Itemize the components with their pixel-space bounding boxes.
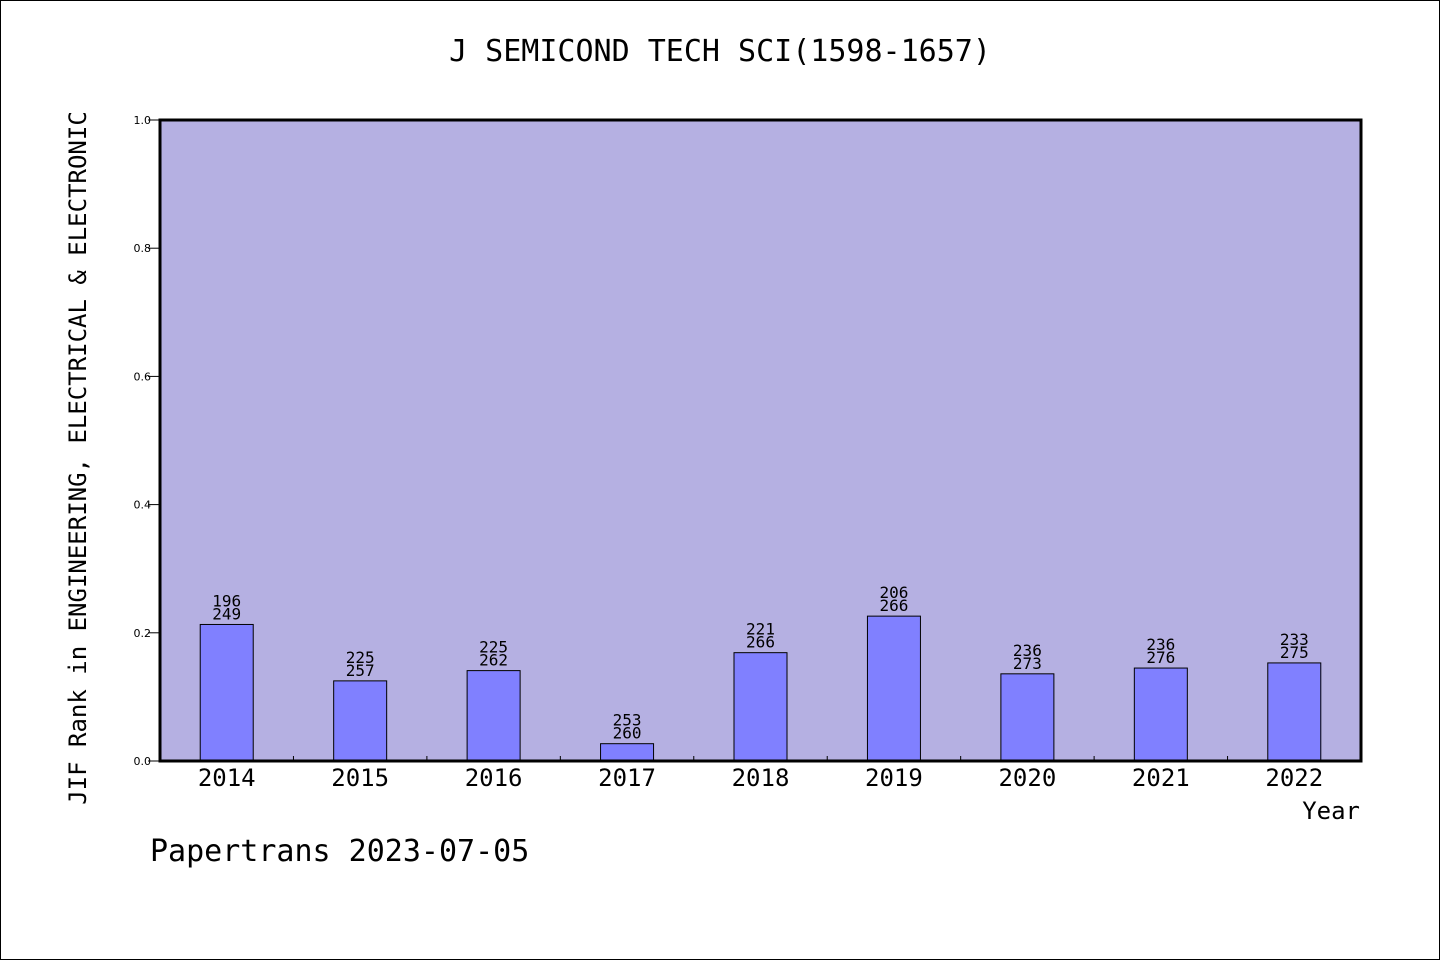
x-tick-label-2018: 2018 — [732, 764, 790, 792]
x-tick-label-2022: 2022 — [1265, 764, 1323, 792]
bar-label-top-2019: 206 — [879, 583, 908, 602]
bar-2022 — [1267, 662, 1322, 762]
bar-label-bottom-2022: 275 — [1280, 643, 1309, 662]
bar-label-bottom-2014: 249 — [212, 604, 241, 623]
footer-credit: Papertrans 2023-07-05 — [150, 834, 530, 869]
y-tick-label: 0.0 — [134, 755, 152, 768]
y-tick-label: 0.2 — [134, 627, 152, 640]
bar-label-top-2016: 225 — [479, 638, 508, 657]
y-tick-label: 0.6 — [134, 370, 152, 383]
y-tick-label: 0.4 — [134, 499, 152, 512]
y-tick-label: 1.0 — [134, 114, 152, 127]
bar-2021 — [1133, 667, 1188, 762]
bar-label-bottom-2015: 257 — [346, 661, 375, 680]
bar-label-top-2017: 253 — [613, 711, 642, 730]
x-tick-label-2019: 2019 — [865, 764, 923, 792]
bar-label-top-2014: 196 — [212, 591, 241, 610]
bar-label-bottom-2019: 266 — [879, 596, 908, 615]
bar-2015 — [333, 680, 388, 762]
bar-2014 — [199, 623, 254, 762]
bar-label-top-2015: 225 — [346, 648, 375, 667]
bar-label-top-2022: 233 — [1280, 630, 1309, 649]
bar-label-bottom-2018: 266 — [746, 633, 775, 652]
x-tick-label-2015: 2015 — [331, 764, 389, 792]
y-tick-label: 0.8 — [134, 242, 152, 255]
bar-label-top-2018: 221 — [746, 620, 775, 639]
bar-label-bottom-2020: 273 — [1013, 654, 1042, 673]
plot-border — [158, 118, 1363, 763]
bar-label-top-2020: 236 — [1013, 641, 1042, 660]
bar-2017 — [600, 743, 655, 762]
x-tick-label-2014: 2014 — [198, 764, 256, 792]
bar-label-top-2021: 236 — [1146, 635, 1175, 654]
bar-2018 — [733, 652, 788, 762]
x-axis-label: Year — [1302, 797, 1360, 825]
x-tick-label-2020: 2020 — [998, 764, 1056, 792]
bar-2020 — [1000, 673, 1055, 762]
x-tick-label-2017: 2017 — [598, 764, 656, 792]
bar-2016 — [466, 670, 521, 762]
bar-label-bottom-2021: 276 — [1146, 648, 1175, 667]
bar-2019 — [866, 615, 921, 762]
x-tick-label-2021: 2021 — [1132, 764, 1190, 792]
bar-label-bottom-2016: 262 — [479, 651, 508, 670]
bar-label-bottom-2017: 260 — [613, 724, 642, 743]
chart-title: J SEMICOND TECH SCI(1598-1657) — [449, 34, 991, 69]
x-tick-label-2016: 2016 — [465, 764, 523, 792]
